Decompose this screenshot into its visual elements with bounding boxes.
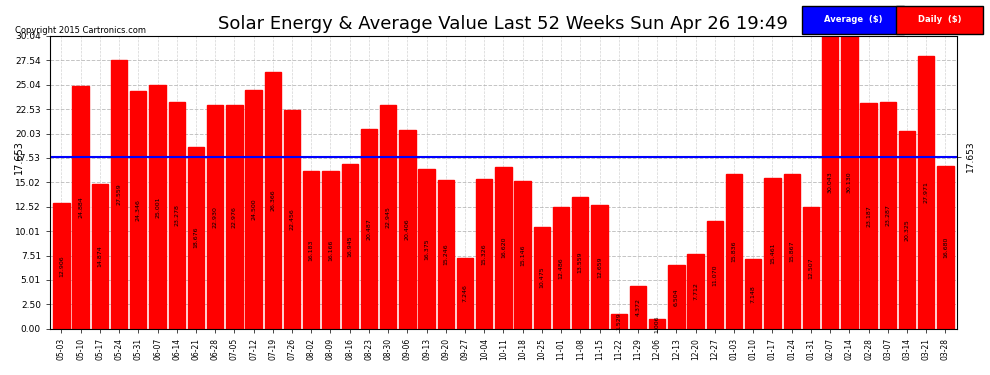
Text: 23.187: 23.187 [866,205,871,226]
Bar [342,164,357,329]
Bar [168,102,185,329]
Bar [360,129,377,329]
Bar [938,166,953,329]
Bar [668,266,684,329]
Text: 6.504: 6.504 [674,288,679,306]
Text: 12.906: 12.906 [59,255,64,277]
Text: 1.529: 1.529 [616,312,622,330]
Bar [188,147,204,329]
Title: Solar Energy & Average Value Last 52 Weeks Sun Apr 26 19:49: Solar Energy & Average Value Last 52 Wee… [219,15,788,33]
Text: 16.620: 16.620 [501,237,506,258]
Text: 13.559: 13.559 [578,252,583,273]
Text: 7.246: 7.246 [462,285,467,302]
Bar [92,184,108,329]
Bar [918,56,935,329]
Bar [515,181,531,329]
Bar [783,174,800,329]
Bar [649,319,665,329]
Text: 16.945: 16.945 [347,236,352,257]
Text: 27.971: 27.971 [924,182,929,203]
Bar [687,254,704,329]
Text: Copyright 2015 Cartronics.com: Copyright 2015 Cartronics.com [15,26,146,35]
Text: 16.680: 16.680 [942,237,948,258]
Bar [284,110,300,329]
Text: 24.884: 24.884 [78,196,83,218]
Bar [323,171,339,329]
Text: 20.406: 20.406 [405,219,410,240]
Text: 4.372: 4.372 [636,298,641,316]
Text: Average  ($): Average ($) [824,15,882,24]
Text: 22.930: 22.930 [213,206,218,228]
Text: 30.130: 30.130 [846,171,851,193]
Text: 16.375: 16.375 [424,238,429,260]
Text: 7.148: 7.148 [750,285,755,303]
Text: 16.166: 16.166 [328,239,333,261]
Bar [264,72,281,329]
Bar [860,103,877,329]
Bar [764,178,781,329]
Bar [880,102,896,329]
Bar [419,169,435,329]
Text: 20.487: 20.487 [366,218,371,240]
Text: 1.006: 1.006 [654,315,659,333]
Text: 12.486: 12.486 [558,257,563,279]
Text: 22.976: 22.976 [232,206,237,228]
Text: 23.278: 23.278 [174,204,179,226]
Text: 15.326: 15.326 [482,243,487,265]
Bar [303,171,320,329]
Bar [553,207,569,329]
Bar [572,196,588,329]
Text: 15.867: 15.867 [789,241,794,262]
Bar [707,221,723,329]
Bar [53,203,69,329]
Bar [399,130,416,329]
Text: 24.346: 24.346 [136,199,141,221]
Bar [246,90,261,329]
Bar [822,36,839,329]
Bar [438,180,454,329]
Text: 30.043: 30.043 [828,171,833,193]
Bar [842,35,857,329]
Text: 27.559: 27.559 [117,183,122,205]
Text: 7.712: 7.712 [693,282,698,300]
Text: Daily  ($): Daily ($) [918,15,961,24]
Bar [227,105,243,329]
Bar [72,86,89,329]
Text: 15.146: 15.146 [520,244,525,266]
Bar [726,174,742,329]
Text: 12.659: 12.659 [597,256,602,278]
Bar [130,92,147,329]
Bar [111,60,128,329]
Text: 24.500: 24.500 [251,198,256,220]
Text: 16.183: 16.183 [309,239,314,261]
Text: 15.836: 15.836 [732,241,737,262]
Text: 23.287: 23.287 [885,204,890,226]
Text: 26.366: 26.366 [270,189,275,211]
Bar [745,259,761,329]
Text: 25.001: 25.001 [155,196,160,217]
Bar [476,179,492,329]
Bar [611,314,627,329]
Text: 22.945: 22.945 [386,206,391,228]
Bar [899,130,915,329]
Bar [456,258,473,329]
Bar [591,206,608,329]
Text: 10.475: 10.475 [540,267,545,288]
Bar [534,226,550,329]
Text: 15.246: 15.246 [444,244,448,265]
Bar [803,207,819,329]
Bar [380,105,396,329]
Text: 20.325: 20.325 [905,219,910,240]
Text: 14.874: 14.874 [97,245,102,267]
Text: 11.070: 11.070 [713,264,718,285]
Bar [630,286,646,329]
Text: 12.507: 12.507 [809,257,814,279]
Bar [495,167,512,329]
Bar [207,105,224,329]
Text: 15.461: 15.461 [770,243,775,264]
Text: 17.653: 17.653 [14,140,24,174]
Text: 18.676: 18.676 [193,227,198,249]
Text: 22.456: 22.456 [289,209,295,230]
Bar [149,85,165,329]
